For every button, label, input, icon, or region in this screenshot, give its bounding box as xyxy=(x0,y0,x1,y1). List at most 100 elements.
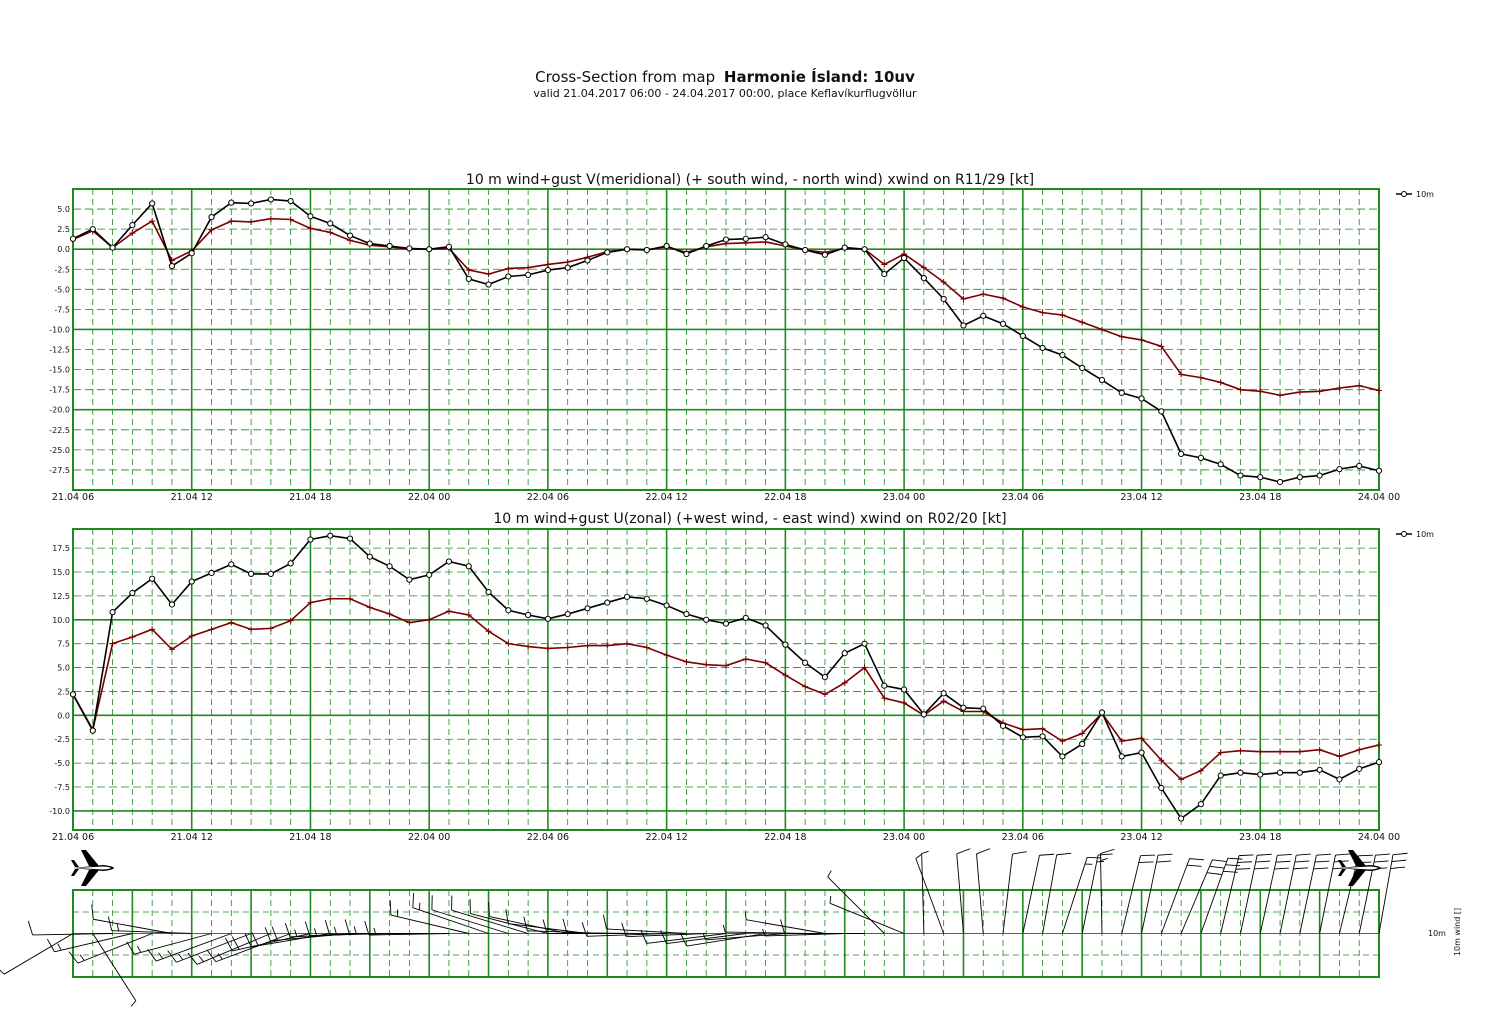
barb-staff xyxy=(1299,855,1317,934)
gust-point xyxy=(465,267,472,274)
barb-staff xyxy=(921,853,925,934)
gust-point xyxy=(426,616,433,623)
x-tick-label: 23.04 00 xyxy=(883,492,925,503)
gust-point xyxy=(841,679,848,686)
wind-point xyxy=(168,262,176,270)
barb-feather xyxy=(1390,866,1406,869)
wind-barb xyxy=(1141,853,1173,934)
gust-point xyxy=(287,216,294,223)
wind-point xyxy=(604,599,611,606)
gust-point xyxy=(445,608,452,615)
wind-point xyxy=(1217,772,1224,779)
wind-barb xyxy=(1378,852,1408,934)
gust-point xyxy=(1118,738,1125,745)
barb-feather xyxy=(1314,860,1330,863)
wind-point xyxy=(445,558,453,565)
barb-feather xyxy=(264,927,271,941)
wind-barb xyxy=(722,924,806,934)
barb-feather xyxy=(1087,856,1102,859)
wind-point xyxy=(346,232,354,239)
barb-feather xyxy=(107,916,113,931)
wind-point xyxy=(762,622,769,629)
x-tick-label: 23.04 12 xyxy=(1120,832,1162,843)
barb-half-feather xyxy=(915,853,922,859)
barb-feather xyxy=(680,932,687,947)
wind-point xyxy=(1217,461,1224,468)
x-tick-label: 21.04 06 xyxy=(52,492,94,503)
wind-point xyxy=(604,249,611,256)
barb-feather xyxy=(1039,853,1055,856)
wind-barb xyxy=(167,933,252,963)
wind-point xyxy=(999,722,1007,729)
wind-point xyxy=(1296,769,1303,776)
x-tick-label: 22.04 00 xyxy=(408,492,450,503)
wind-series-line xyxy=(72,534,1380,820)
barb-staff xyxy=(746,919,826,934)
barb-staff xyxy=(176,933,252,963)
gust-point xyxy=(228,619,235,626)
y-tick-label: 10.0 xyxy=(52,616,70,625)
barb-feather xyxy=(1140,854,1156,857)
barb-feather xyxy=(1012,851,1027,855)
wind-barb xyxy=(324,919,410,935)
barb-feather xyxy=(640,929,648,944)
gust-point xyxy=(1079,730,1086,737)
gust-point xyxy=(1356,746,1363,753)
panel1-meridional-chart: 5.0 2.5 0.0 -2.5 -5.0 -7.5 -10.0 -12.5 -15.0 -17.… xyxy=(49,188,1434,503)
wind-point xyxy=(703,616,710,623)
x-tick-label: 21.04 12 xyxy=(171,492,213,503)
wind-point xyxy=(1336,776,1343,783)
wind-point xyxy=(465,563,472,570)
x-tick-label: 21.04 12 xyxy=(171,832,213,843)
x-tick-label: 22.04 06 xyxy=(527,492,569,503)
barb-feather xyxy=(976,848,991,855)
barb-staff xyxy=(93,918,173,934)
wind-point xyxy=(228,199,235,206)
gust-point xyxy=(1376,741,1382,748)
wind-barb xyxy=(147,933,232,962)
barb-feather xyxy=(1212,859,1227,863)
barb-staff xyxy=(390,914,469,934)
x-tick-label: 23.04 06 xyxy=(1002,832,1044,843)
legend-label: 10m xyxy=(1416,190,1434,199)
gust-point xyxy=(861,664,868,671)
gust-point xyxy=(1059,738,1066,745)
wind-point xyxy=(663,602,670,609)
y-tick-label: 17.5 xyxy=(52,544,70,553)
barb-half-feather xyxy=(130,1000,137,1007)
wind-point xyxy=(1079,364,1086,372)
y-tick-label: -2.5 xyxy=(54,735,70,744)
barb-staff xyxy=(431,909,509,934)
gust-point xyxy=(980,291,987,298)
wind-barb xyxy=(505,909,588,934)
barb-feather xyxy=(1254,867,1269,870)
wind-point xyxy=(980,312,987,319)
wind-barb xyxy=(412,893,489,934)
wind-point xyxy=(149,575,156,582)
barb-staff xyxy=(1061,857,1088,934)
barb-feather xyxy=(488,901,490,917)
wind-point xyxy=(485,281,492,288)
wind-point xyxy=(584,605,591,612)
barb-feather xyxy=(364,920,370,936)
y-tick-label: -7.5 xyxy=(54,783,70,792)
wind-point xyxy=(920,711,927,718)
barb-staff xyxy=(111,930,192,934)
wind-point xyxy=(1098,376,1106,384)
wind-barb xyxy=(1220,854,1254,934)
barb-half-feather xyxy=(136,945,142,953)
y-tick-label: -5.0 xyxy=(54,285,70,294)
barb-staff xyxy=(3,933,74,975)
gust-point xyxy=(723,662,729,669)
gust-point xyxy=(307,225,314,232)
figure-title-bold: Harmonie Ísland: 10uv xyxy=(724,67,915,86)
wind-point xyxy=(960,704,967,711)
wind-point xyxy=(1158,408,1165,415)
barb-feather xyxy=(206,949,217,963)
barb-feather xyxy=(1235,868,1251,870)
barb-staff xyxy=(92,933,137,1002)
barb-half-feather xyxy=(57,943,62,951)
wind-barb xyxy=(1022,853,1055,934)
gust-point xyxy=(564,259,571,266)
gust-point xyxy=(149,218,156,225)
